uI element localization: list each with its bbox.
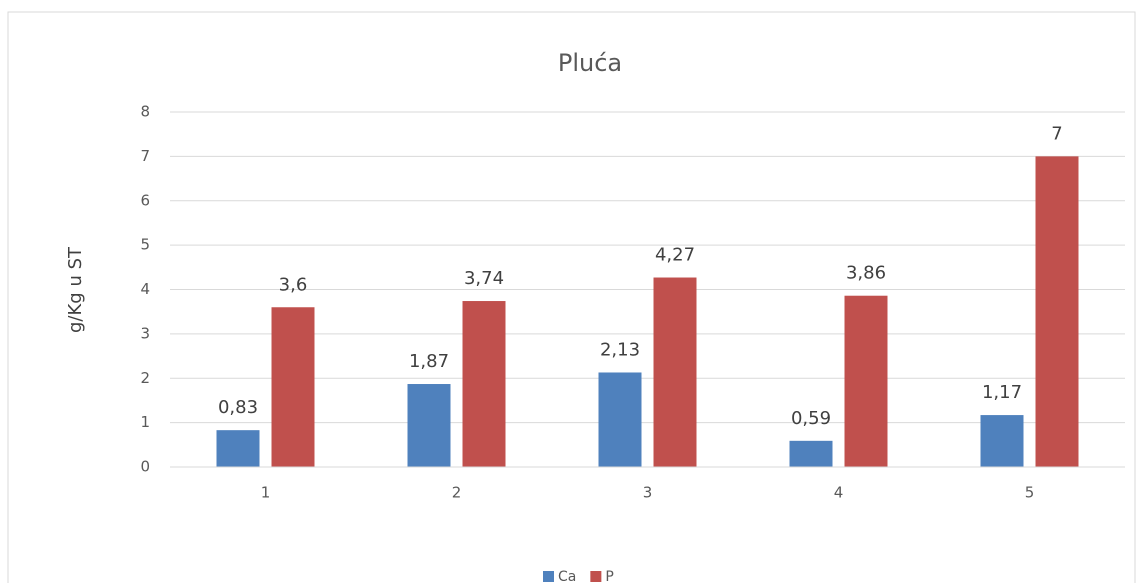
y-tick-label: 4: [140, 280, 150, 298]
data-label: 3,6: [279, 274, 308, 295]
bar: [462, 301, 506, 467]
bar: [844, 295, 888, 467]
bar: [789, 440, 833, 467]
data-label: 0,59: [791, 408, 831, 429]
y-tick-label: 2: [140, 369, 150, 387]
data-label: 1,17: [982, 382, 1022, 403]
y-tick-label: 6: [140, 191, 150, 209]
bar: [653, 277, 697, 467]
data-label: 2,13: [600, 339, 640, 360]
data-label: 0,83: [218, 397, 258, 418]
chart-title: Pluća: [558, 49, 622, 77]
chart-frame: [7, 11, 1136, 583]
x-tick-label: 2: [452, 484, 462, 502]
bar: [216, 430, 260, 467]
legend-label: P: [605, 569, 613, 583]
x-tick-label: 3: [643, 484, 653, 502]
x-tick-label: 1: [261, 484, 271, 502]
bar: [271, 307, 315, 467]
y-tick-label: 5: [140, 236, 150, 254]
data-label: 7: [1051, 123, 1062, 144]
legend-swatch: [543, 571, 554, 582]
y-axis-label: g/Kg u ST: [65, 246, 86, 333]
data-label: 3,74: [464, 268, 504, 289]
bar: [1035, 156, 1079, 467]
y-tick-label: 0: [140, 458, 150, 476]
data-label: 1,87: [409, 351, 449, 372]
y-tick-label: 3: [140, 324, 150, 342]
y-tick-label: 8: [140, 103, 150, 121]
data-label: 4,27: [655, 245, 695, 266]
data-label: 3,86: [846, 263, 886, 284]
x-tick-label: 5: [1025, 484, 1035, 502]
legend-swatch: [590, 571, 602, 582]
legend-label: Ca: [558, 569, 576, 583]
y-tick-label: 1: [140, 413, 150, 431]
bar: [407, 384, 451, 467]
y-tick-label: 7: [140, 147, 150, 165]
bar: [980, 415, 1024, 467]
bar: [598, 372, 642, 467]
x-tick-label: 4: [834, 484, 844, 502]
